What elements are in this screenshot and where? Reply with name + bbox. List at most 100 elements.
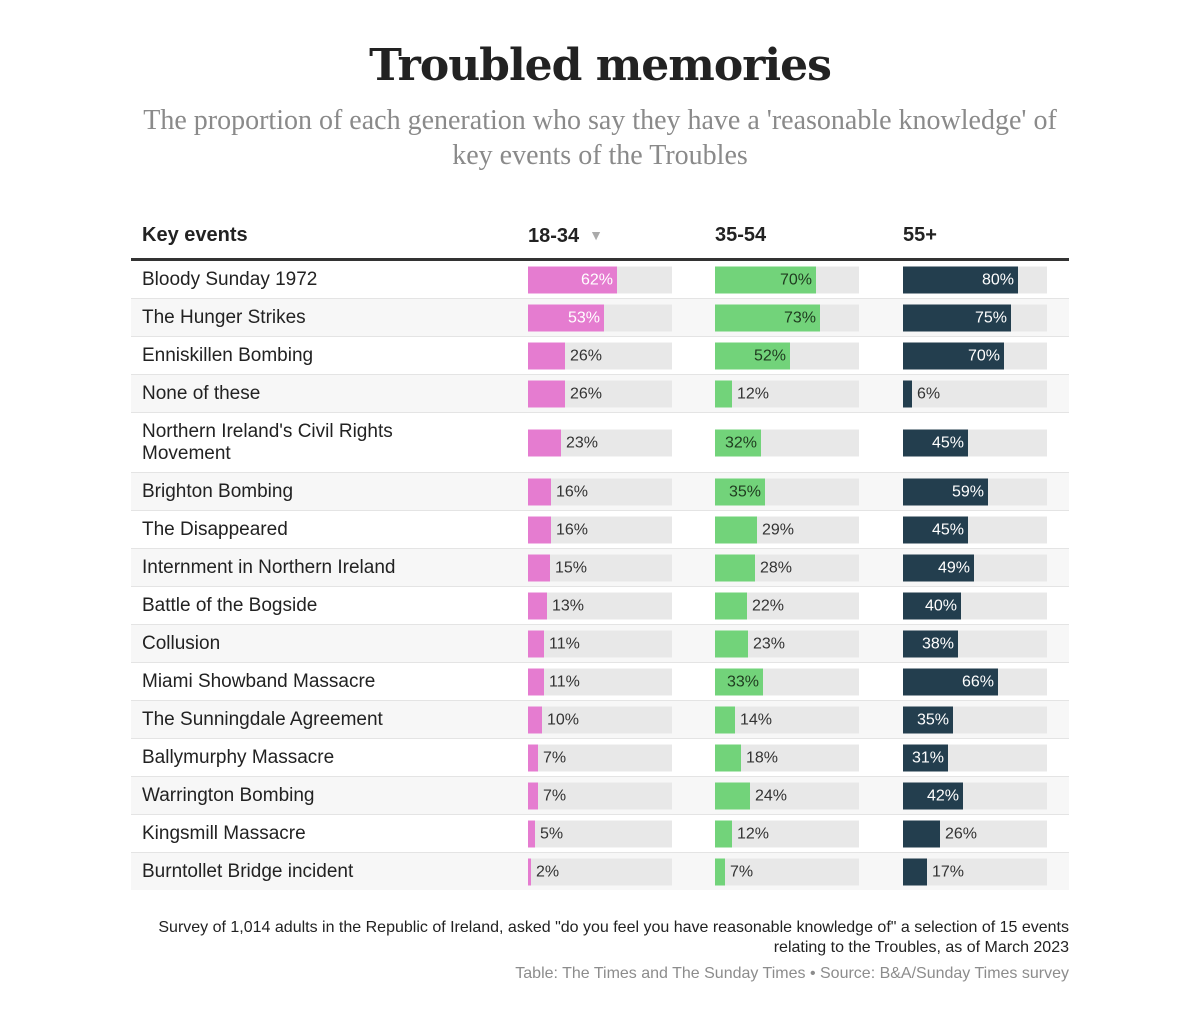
value-label: 28%	[760, 559, 793, 576]
bar-track: 70%	[715, 266, 859, 293]
bar-fill	[715, 304, 820, 331]
value-label: 12%	[737, 825, 770, 842]
bar-track: 40%	[903, 592, 1047, 619]
event-name: Northern Ireland's Civil Rights Movement	[142, 420, 393, 464]
value-label: 11%	[549, 673, 580, 690]
value-label: 73%	[783, 309, 816, 326]
value-label: 80%	[981, 271, 1014, 288]
value-label: 29%	[762, 521, 795, 538]
bar-track: 31%	[903, 744, 1047, 771]
data-table: Key events 18-34 ▼ 35-54 55+ Bloody Sunda…	[131, 213, 1069, 890]
bar-fill	[903, 744, 948, 771]
event-name: Enniskillen Bombing	[142, 344, 314, 366]
value-label: 40%	[924, 597, 957, 614]
value-label: 10%	[547, 711, 580, 728]
bar-fill	[903, 266, 1018, 293]
sort-descending-icon[interactable]: ▼	[589, 227, 604, 243]
table-row: Bloody Sunday 1972 62% 70% 80%	[131, 261, 1069, 299]
bar-fill	[903, 304, 1011, 331]
value-label: 14%	[740, 711, 773, 728]
bar-track: 16%	[528, 516, 672, 543]
bar-track: 23%	[528, 429, 672, 456]
table-row: Internment in Northern Ireland 15% 28% 49%	[131, 549, 1069, 587]
bar-track: 15%	[528, 554, 672, 581]
bar-fill	[528, 820, 535, 847]
bar-fill	[903, 516, 968, 543]
bar-track: 59%	[903, 478, 1047, 505]
value-label: 45%	[931, 434, 964, 451]
table-row: Battle of the Bogside 13% 22% 40%	[131, 587, 1069, 625]
value-label: 70%	[967, 347, 1000, 364]
header-18-34[interactable]: 18-34 ▼	[528, 223, 603, 248]
bar-track: 26%	[528, 380, 672, 407]
event-name: Battle of the Bogside	[142, 594, 318, 616]
bar-track: 18%	[715, 744, 859, 771]
value-label: 53%	[567, 309, 600, 326]
bar-fill	[528, 429, 561, 456]
bar-track: 28%	[715, 554, 859, 581]
event-name: Brighton Bombing	[142, 480, 294, 502]
bar-track: 42%	[903, 782, 1047, 809]
bar-fill	[528, 782, 538, 809]
table-row: None of these 26% 12% 6%	[131, 375, 1069, 413]
bar-track: 12%	[715, 380, 859, 407]
bar-fill	[528, 706, 542, 733]
value-label: 66%	[961, 673, 994, 690]
bar-track: 80%	[903, 266, 1047, 293]
table-row: Collusion 11% 23% 38%	[131, 625, 1069, 663]
bar-track: 6%	[903, 380, 1047, 407]
bar-track: 14%	[715, 706, 859, 733]
table-row: Kingsmill Massacre 5% 12% 26%	[131, 815, 1069, 853]
value-label: 26%	[945, 825, 978, 842]
header-35-54[interactable]: 35-54	[715, 224, 767, 246]
bar-track: 73%	[715, 304, 859, 331]
value-label: 35%	[916, 711, 949, 728]
header-55-plus[interactable]: 55+	[903, 224, 937, 246]
value-label: 38%	[921, 635, 954, 652]
bar-fill	[528, 342, 565, 369]
bar-fill	[903, 342, 1004, 369]
bar-fill	[903, 592, 961, 619]
bar-track: 45%	[903, 516, 1047, 543]
bar-track: 66%	[903, 668, 1047, 695]
value-label: 33%	[726, 673, 759, 690]
value-label: 23%	[753, 635, 786, 652]
bar-track: 26%	[903, 820, 1047, 847]
value-label: 5%	[540, 825, 564, 842]
bar-fill	[715, 516, 757, 543]
bar-fill	[715, 782, 750, 809]
bar-track: 10%	[528, 706, 672, 733]
bar-fill	[903, 706, 953, 733]
bar-track: 32%	[715, 429, 859, 456]
header-key-events[interactable]: Key events	[142, 224, 248, 246]
table-row: Enniskillen Bombing 26% 52% 70%	[131, 337, 1069, 375]
bar-track: 75%	[903, 304, 1047, 331]
bar-track: 2%	[528, 858, 672, 885]
event-name: Burntollet Bridge incident	[142, 860, 354, 882]
value-label: 35%	[728, 483, 761, 500]
bar-track: 35%	[715, 478, 859, 505]
bar-fill	[528, 858, 531, 885]
bar-fill	[528, 744, 538, 771]
bar-track: 17%	[903, 858, 1047, 885]
value-label: 26%	[570, 347, 603, 364]
bar-track: 13%	[528, 592, 672, 619]
value-label: 17%	[932, 863, 965, 880]
chart-subtitle: The proportion of each generation who sa…	[143, 105, 1057, 171]
bar-fill	[903, 478, 988, 505]
bar-fill	[903, 782, 963, 809]
header-18-34-label: 18-34	[528, 225, 580, 247]
value-label: 31%	[911, 749, 944, 766]
bar-fill	[715, 592, 747, 619]
bar-fill	[528, 630, 544, 657]
event-name: The Hunger Strikes	[142, 306, 306, 328]
bar-track: 5%	[528, 820, 672, 847]
bar-track: 16%	[528, 478, 672, 505]
bar-track: 7%	[528, 744, 672, 771]
value-label: 45%	[931, 521, 964, 538]
value-label: 24%	[755, 787, 788, 804]
value-label: 26%	[570, 385, 603, 402]
source-credit: Table: The Times and The Sunday Times • …	[515, 965, 1069, 982]
bar-track: 23%	[715, 630, 859, 657]
bar-track: 24%	[715, 782, 859, 809]
